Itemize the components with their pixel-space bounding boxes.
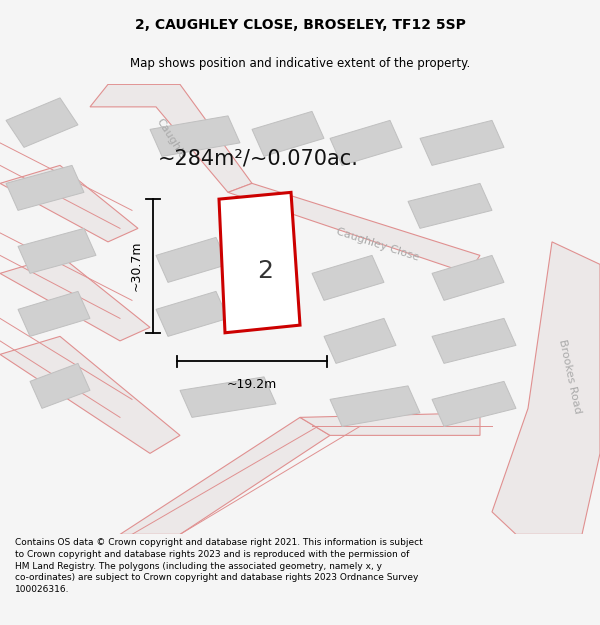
Polygon shape — [90, 84, 252, 192]
Text: ~284m²/~0.070ac.: ~284m²/~0.070ac. — [158, 149, 358, 169]
Polygon shape — [0, 256, 150, 341]
Polygon shape — [252, 111, 324, 156]
Text: ~30.7m: ~30.7m — [129, 241, 142, 291]
Polygon shape — [6, 166, 84, 211]
Text: 2, CAUGHLEY CLOSE, BROSELEY, TF12 5SP: 2, CAUGHLEY CLOSE, BROSELEY, TF12 5SP — [134, 18, 466, 32]
Polygon shape — [330, 386, 420, 426]
Polygon shape — [18, 291, 90, 336]
Text: Contains OS data © Crown copyright and database right 2021. This information is : Contains OS data © Crown copyright and d… — [15, 538, 423, 594]
Polygon shape — [0, 166, 138, 242]
Text: Caughle: Caughle — [155, 116, 187, 161]
Polygon shape — [18, 228, 96, 273]
Polygon shape — [156, 291, 228, 336]
Text: 2: 2 — [257, 259, 273, 283]
Polygon shape — [156, 238, 228, 282]
Polygon shape — [228, 183, 480, 273]
Polygon shape — [30, 363, 90, 408]
Polygon shape — [312, 256, 384, 301]
Polygon shape — [0, 336, 180, 453]
Polygon shape — [120, 418, 330, 534]
Polygon shape — [150, 116, 240, 156]
Polygon shape — [300, 413, 480, 436]
Text: ~19.2m: ~19.2m — [227, 378, 277, 391]
Polygon shape — [180, 377, 276, 418]
Text: Brookes Road: Brookes Road — [557, 339, 583, 415]
Polygon shape — [408, 183, 492, 228]
Polygon shape — [330, 121, 402, 166]
Polygon shape — [420, 121, 504, 166]
Polygon shape — [432, 381, 516, 426]
Polygon shape — [432, 256, 504, 301]
Text: Map shows position and indicative extent of the property.: Map shows position and indicative extent… — [130, 57, 470, 70]
Text: Caughley Close: Caughley Close — [335, 226, 421, 262]
Polygon shape — [324, 318, 396, 363]
Polygon shape — [492, 242, 600, 534]
Polygon shape — [432, 318, 516, 363]
Polygon shape — [6, 98, 78, 148]
Polygon shape — [219, 192, 300, 332]
